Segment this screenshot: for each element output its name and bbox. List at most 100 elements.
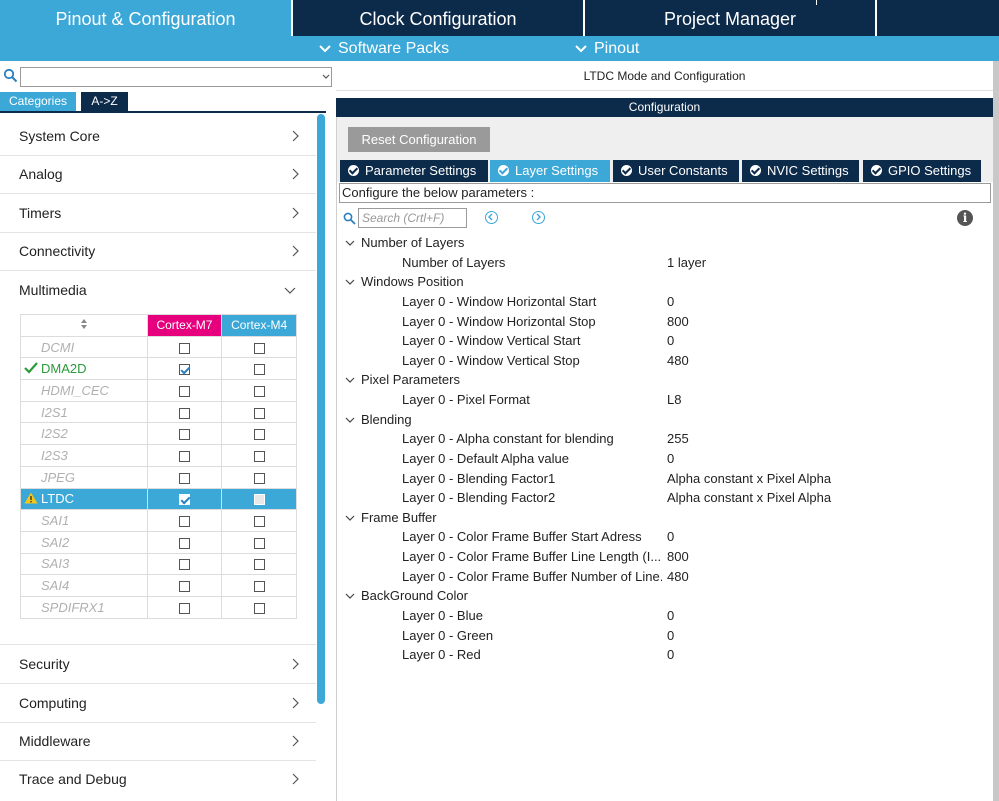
cortex-m4-checkbox[interactable]	[253, 385, 265, 397]
param-value[interactable]: 0	[667, 529, 675, 544]
tab-clock-configuration[interactable]: Clock Configuration	[293, 0, 583, 36]
cortex-m7-checkbox[interactable]	[178, 494, 190, 506]
table-row[interactable]: I2S3	[20, 444, 297, 467]
cortex-m7-cell[interactable]	[146, 574, 223, 597]
table-row[interactable]: SAI4	[20, 574, 297, 597]
cortex-m4-checkbox[interactable]	[253, 537, 265, 549]
category-connectivity[interactable]: Connectivity	[0, 232, 316, 270]
param-value[interactable]: 0	[667, 451, 675, 466]
param-value[interactable]: 800	[667, 314, 689, 329]
param-value[interactable]: 255	[667, 431, 689, 446]
table-row[interactable]: SPDIFRX1	[20, 595, 297, 619]
pinout-menu[interactable]: Pinout	[574, 36, 639, 61]
cortex-m7-cell[interactable]	[146, 595, 223, 619]
table-row[interactable]: I2S2	[20, 422, 297, 446]
search-previous-button[interactable]	[485, 211, 498, 224]
cortex-m4-cell[interactable]	[221, 335, 297, 359]
category-system-core[interactable]: System Core	[0, 117, 316, 155]
cortex-m4-cell[interactable]	[221, 530, 297, 554]
param-value[interactable]: 480	[667, 569, 689, 584]
cortex-m7-checkbox[interactable]	[178, 385, 190, 397]
cortex-m4-cell[interactable]	[221, 595, 297, 619]
param-value[interactable]: 800	[667, 549, 689, 564]
cortex-m4-cell[interactable]	[221, 400, 297, 424]
cortex-m4-cell[interactable]	[221, 422, 297, 446]
param-value[interactable]: 0	[667, 294, 675, 309]
cortex-m7-cell[interactable]	[146, 422, 223, 446]
cortex-m7-cell[interactable]	[146, 509, 223, 532]
chevron-down-icon[interactable]	[322, 74, 330, 80]
tab-pinout-configuration[interactable]: Pinout & Configuration	[0, 0, 291, 36]
cortex-m4-checkbox[interactable]	[253, 342, 265, 354]
cortex-m4-checkbox[interactable]	[253, 516, 265, 528]
group-number-of-layers[interactable]: Number of Layers	[345, 233, 464, 252]
cortex-m4-checkbox[interactable]	[253, 581, 265, 593]
cortex-m7-checkbox[interactable]	[178, 537, 190, 549]
table-row[interactable]: SAI1	[20, 509, 297, 532]
tab-parameter-settings[interactable]: Parameter Settings	[340, 160, 488, 182]
cortex-m4-checkbox[interactable]	[253, 429, 265, 441]
param-value[interactable]: 0	[667, 333, 675, 348]
tab-user-constants[interactable]: User Constants	[613, 160, 739, 182]
cortex-m7-checkbox[interactable]	[178, 602, 190, 614]
table-row[interactable]: DCMI	[20, 335, 297, 359]
cortex-m4-cell[interactable]	[221, 574, 297, 597]
sort-column-header[interactable]	[20, 314, 148, 337]
cortex-m7-checkbox[interactable]	[178, 472, 190, 484]
cortex-m7-checkbox[interactable]	[178, 407, 190, 419]
category-multimedia[interactable]: Multimedia	[0, 271, 316, 309]
category-timers[interactable]: Timers	[0, 194, 316, 232]
cortex-m4-cell[interactable]	[221, 509, 297, 532]
cortex-m7-cell[interactable]	[146, 335, 223, 359]
cortex-m4-checkbox[interactable]	[253, 364, 265, 376]
category-trace-and-debug[interactable]: Trace and Debug	[0, 760, 316, 798]
param-value[interactable]: 0	[667, 608, 675, 623]
param-value[interactable]: L8	[667, 392, 682, 407]
cortex-m7-checkbox[interactable]	[178, 364, 190, 376]
cortex-m4-checkbox[interactable]	[253, 407, 265, 419]
cortex-m4-checkbox[interactable]	[253, 494, 265, 506]
cortex-m7-cell[interactable]	[146, 465, 223, 489]
tab-gpio-settings[interactable]: GPIO Settings	[863, 160, 981, 182]
cortex-m4-checkbox[interactable]	[253, 602, 265, 614]
cortex-m4-checkbox[interactable]	[253, 472, 265, 484]
cortex-m7-checkbox[interactable]	[178, 451, 190, 463]
cortex-m7-cell[interactable]	[146, 530, 223, 554]
info-icon[interactable]: i	[957, 210, 973, 226]
group-frame-buffer[interactable]: Frame Buffer	[345, 508, 437, 527]
cortex-m4-cell[interactable]	[221, 552, 297, 576]
cortex-m4-cell[interactable]	[221, 379, 297, 402]
reset-configuration-button[interactable]: Reset Configuration	[348, 127, 490, 152]
cortex-m7-checkbox[interactable]	[178, 581, 190, 593]
group-background-color[interactable]: BackGround Color	[345, 586, 468, 605]
cortex-m4-cell[interactable]	[221, 357, 297, 381]
cortex-m7-cell[interactable]	[146, 400, 223, 424]
tab-layer-settings[interactable]: Layer Settings	[490, 160, 610, 182]
tab-tools[interactable]	[877, 0, 999, 36]
category-search-input[interactable]	[20, 67, 332, 87]
group-blending[interactable]: Blending	[345, 410, 412, 429]
tab-nvic-settings[interactable]: NVIC Settings	[742, 160, 859, 182]
cortex-m4-cell[interactable]	[221, 487, 297, 511]
software-packs-menu[interactable]: Software Packs	[318, 36, 449, 61]
cortex-m7-cell[interactable]	[146, 357, 223, 381]
group-pixel-parameters[interactable]: Pixel Parameters	[345, 370, 460, 389]
tab-a-to-z[interactable]: A->Z	[81, 92, 128, 111]
category-security[interactable]: Security	[0, 645, 316, 683]
tab-categories[interactable]: Categories	[0, 92, 76, 111]
category-middleware[interactable]: Middleware	[0, 722, 316, 760]
cortex-m7-cell[interactable]	[146, 444, 223, 467]
param-value[interactable]: Alpha constant x Pixel Alpha	[667, 490, 832, 505]
category-analog[interactable]: Analog	[0, 155, 316, 193]
table-row[interactable]: DMA2D	[20, 357, 297, 381]
tab-project-manager[interactable]: Project Manager	[585, 0, 875, 36]
param-value[interactable]: Alpha constant x Pixel Alpha	[667, 471, 832, 486]
table-row[interactable]: SAI3	[20, 552, 297, 576]
category-scrollbar[interactable]	[317, 114, 325, 704]
table-row[interactable]: JPEG	[20, 465, 297, 489]
param-value[interactable]: 0	[667, 647, 675, 662]
cortex-m4-checkbox[interactable]	[253, 559, 265, 571]
cortex-m7-cell[interactable]	[146, 379, 223, 402]
table-row[interactable]: HDMI_CEC	[20, 379, 297, 402]
param-value[interactable]: 1 layer	[667, 255, 707, 270]
